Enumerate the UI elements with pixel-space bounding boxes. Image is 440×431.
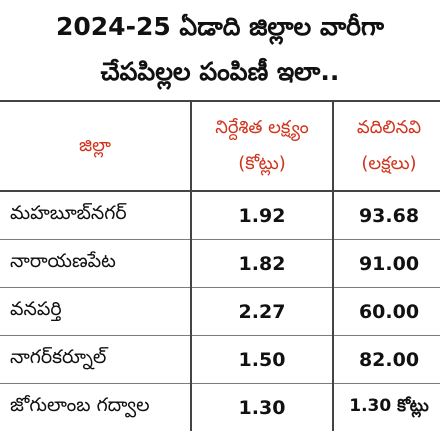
- released-cell: 93.68: [333, 191, 440, 240]
- news-graphic: 2024-25 ఏడాది జిల్లాల వారీగా చేపపిల్లల ప…: [0, 0, 440, 400]
- target-cell: 1.50: [191, 336, 333, 384]
- table-row: వనపర్తి 2.27 60.00: [0, 288, 440, 336]
- table-row: జోగులాంబ గద్వాల 1.30 1.30 కోట్లు: [0, 384, 440, 431]
- title-line-2: చేపపిల్లల పంపిణీ ఇలా..: [0, 55, 440, 89]
- table-row: మహబూబ్‌నగర్ 1.92 93.68: [0, 191, 440, 240]
- district-cell: జోగులాంబ గద్వాల: [0, 384, 191, 431]
- target-cell: 1.82: [191, 240, 333, 288]
- header-target-label: నిర్దేశిత లక్ష్యం: [192, 110, 332, 146]
- header-released-label: వదిలినవి: [334, 110, 440, 146]
- header-district: జిల్లా: [0, 101, 191, 191]
- header-target: నిర్దేశిత లక్ష్యం (కోట్లు): [191, 101, 333, 191]
- district-cell: మహబూబ్‌నగర్: [0, 191, 191, 240]
- released-cell: 60.00: [333, 288, 440, 336]
- target-cell: 1.92: [191, 191, 333, 240]
- target-cell: 2.27: [191, 288, 333, 336]
- released-cell: 1.30 కోట్లు: [333, 384, 440, 431]
- title-line-1: 2024-25 ఏడాది జిల్లాల వారీగా: [0, 10, 440, 44]
- header-released: వదిలినవి (లక్షలు): [333, 101, 440, 191]
- district-cell: నాగర్‌కర్నూల్: [0, 336, 191, 384]
- table-header-row: జిల్లా నిర్దేశిత లక్ష్యం (కోట్లు) వదిలిన…: [0, 101, 440, 191]
- table-row: నాగర్‌కర్నూల్ 1.50 82.00: [0, 336, 440, 384]
- district-cell: నారాయణపేట: [0, 240, 191, 288]
- released-cell: 82.00: [333, 336, 440, 384]
- header-released-unit: (లక్షలు): [334, 146, 440, 182]
- target-cell: 1.30: [191, 384, 333, 431]
- table-row: నారాయణపేట 1.82 91.00: [0, 240, 440, 288]
- released-cell: 91.00: [333, 240, 440, 288]
- district-cell: వనపర్తి: [0, 288, 191, 336]
- header-target-unit: (కోట్లు): [192, 146, 332, 182]
- fish-seed-distribution-table: జిల్లా నిర్దేశిత లక్ష్యం (కోట్లు) వదిలిన…: [0, 100, 440, 431]
- header-district-label: జిల్లా: [0, 128, 190, 164]
